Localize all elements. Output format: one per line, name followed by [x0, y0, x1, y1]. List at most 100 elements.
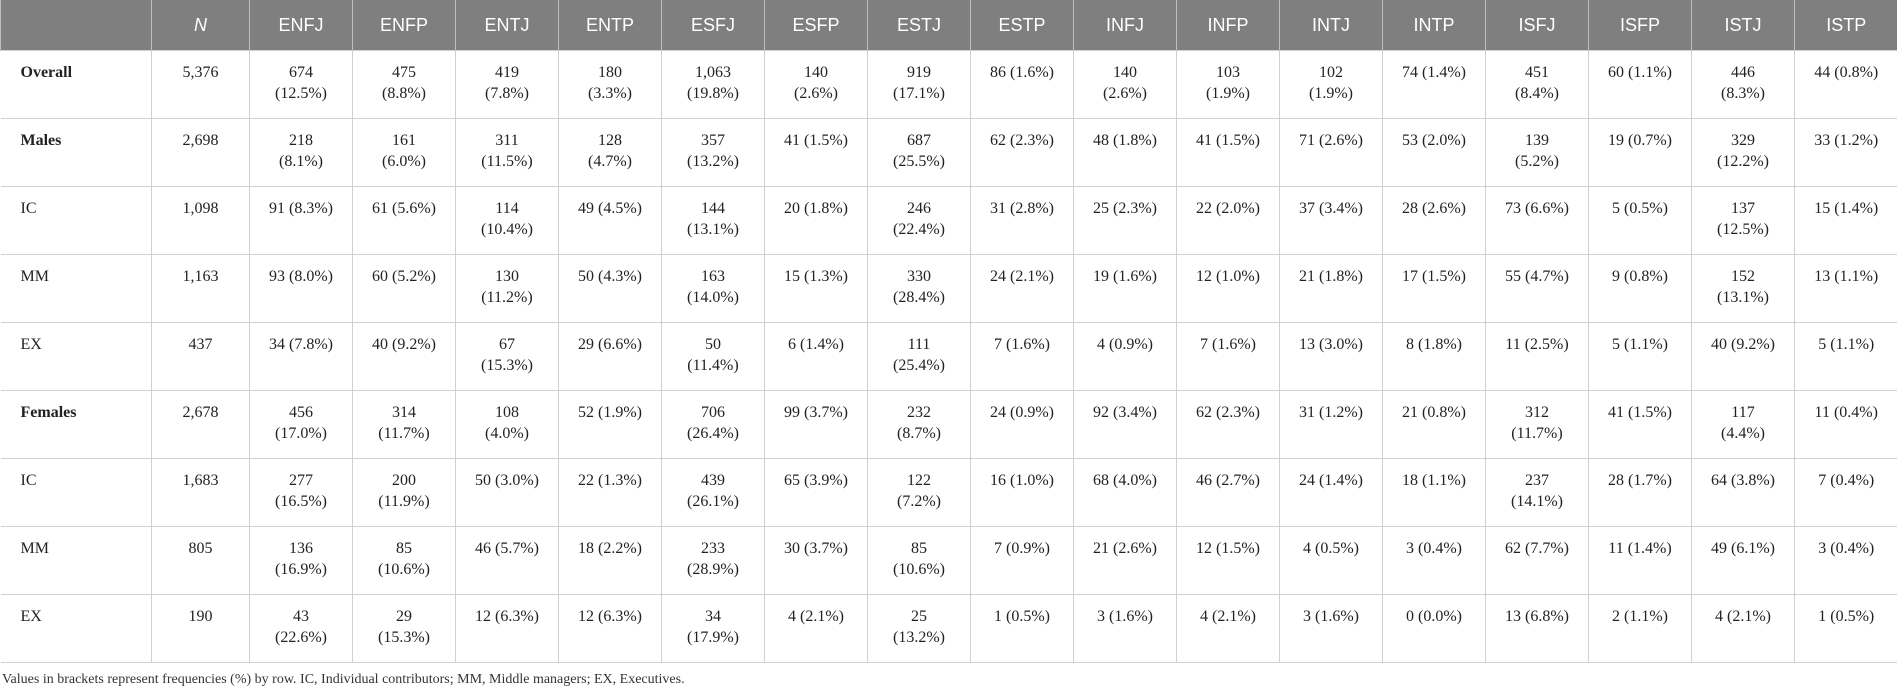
table-cell: 1,683: [151, 458, 250, 527]
table-cell: 21 (0.8%): [1382, 390, 1486, 459]
table-cell: 62 (7.7%): [1485, 526, 1589, 595]
table-cell: 5,376: [151, 50, 250, 119]
table-cell: 64 (3.8%): [1691, 458, 1795, 527]
table-cell: 73 (6.6%): [1485, 186, 1589, 255]
table-cell: 330 (28.4%): [867, 254, 971, 323]
table-cell: 122 (7.2%): [867, 458, 971, 527]
table-cell: 277 (16.5%): [249, 458, 353, 527]
table-cell: 18 (1.1%): [1382, 458, 1486, 527]
table-cell: 4 (2.1%): [1691, 594, 1795, 663]
table-cell: 9 (0.8%): [1588, 254, 1692, 323]
column-header: INFJ: [1073, 0, 1177, 51]
table-cell: 7 (0.4%): [1794, 458, 1897, 527]
table-cell: 805: [151, 526, 250, 595]
table-cell: 357 (13.2%): [661, 118, 765, 187]
table-cell: 46 (2.7%): [1176, 458, 1280, 527]
table-cell: 60 (5.2%): [352, 254, 456, 323]
table-cell: 117 (4.4%): [1691, 390, 1795, 459]
table-cell: 446 (8.3%): [1691, 50, 1795, 119]
table-cell: 37 (3.4%): [1279, 186, 1383, 255]
table-cell: 30 (3.7%): [764, 526, 868, 595]
table-cell: 233 (28.9%): [661, 526, 765, 595]
table-cell: 237 (14.1%): [1485, 458, 1589, 527]
table-cell: 62 (2.3%): [970, 118, 1074, 187]
table-cell: 4 (0.9%): [1073, 322, 1177, 391]
table-row: Males 2,698 218 (8.1%) 161 (6.0%) 311 (11.5%…: [0, 118, 1897, 187]
table-cell: 102 (1.9%): [1279, 50, 1383, 119]
table-cell: 52 (1.9%): [558, 390, 662, 459]
table-cell: 29 (15.3%): [352, 594, 456, 663]
table-cell: 13 (3.0%): [1279, 322, 1383, 391]
corner-cell: [0, 0, 152, 51]
table-cell: 25 (2.3%): [1073, 186, 1177, 255]
table-cell: 20 (1.8%): [764, 186, 868, 255]
table-cell: 65 (3.9%): [764, 458, 868, 527]
table-cell: 311 (11.5%): [455, 118, 559, 187]
table-row: EX 437 34 (7.8%) 40 (9.2%) 67 (15.3%) 29 (6.6…: [0, 322, 1897, 391]
table-cell: 60 (1.1%): [1588, 50, 1692, 119]
table-cell: 136 (16.9%): [249, 526, 353, 595]
table-cell: 152 (13.1%): [1691, 254, 1795, 323]
table-cell: 314 (11.7%): [352, 390, 456, 459]
table-cell: 2 (1.1%): [1588, 594, 1692, 663]
table-cell: 68 (4.0%): [1073, 458, 1177, 527]
table-cell: 140 (2.6%): [764, 50, 868, 119]
table-cell: 74 (1.4%): [1382, 50, 1486, 119]
row-label: MM: [0, 254, 152, 323]
table-cell: 91 (8.3%): [249, 186, 353, 255]
table-cell: 163 (14.0%): [661, 254, 765, 323]
table-cell: 12 (6.3%): [455, 594, 559, 663]
column-header: ESFP: [764, 0, 868, 51]
table-cell: 128 (4.7%): [558, 118, 662, 187]
table-cell: 50 (4.3%): [558, 254, 662, 323]
table-cell: 312 (11.7%): [1485, 390, 1589, 459]
table-row: Females 2,678 456 (17.0%) 314 (11.7%) 108 (4…: [0, 390, 1897, 459]
table-cell: 24 (1.4%): [1279, 458, 1383, 527]
column-header: ENFJ: [249, 0, 353, 51]
table-cell: 31 (2.8%): [970, 186, 1074, 255]
table-cell: 85 (10.6%): [867, 526, 971, 595]
table-cell: 103 (1.9%): [1176, 50, 1280, 119]
table-cell: 4 (0.5%): [1279, 526, 1383, 595]
row-label: IC: [0, 186, 152, 255]
table-cell: 48 (1.8%): [1073, 118, 1177, 187]
table-cell: 437: [151, 322, 250, 391]
table-cell: 71 (2.6%): [1279, 118, 1383, 187]
table-cell: 1,098: [151, 186, 250, 255]
table-cell: 1,063 (19.8%): [661, 50, 765, 119]
table-cell: 50 (11.4%): [661, 322, 765, 391]
column-header: ISTP: [1794, 0, 1897, 51]
table-cell: 29 (6.6%): [558, 322, 662, 391]
table-cell: 674 (12.5%): [249, 50, 353, 119]
table-cell: 24 (2.1%): [970, 254, 1074, 323]
table-cell: 67 (15.3%): [455, 322, 559, 391]
table-cell: 419 (7.8%): [455, 50, 559, 119]
table-cell: 706 (26.4%): [661, 390, 765, 459]
table-cell: 7 (0.9%): [970, 526, 1074, 595]
table-cell: 41 (1.5%): [764, 118, 868, 187]
table-cell: 218 (8.1%): [249, 118, 353, 187]
table-cell: 7 (1.6%): [970, 322, 1074, 391]
table-cell: 85 (10.6%): [352, 526, 456, 595]
table-cell: 44 (0.8%): [1794, 50, 1897, 119]
table-cell: 456 (17.0%): [249, 390, 353, 459]
mbti-table: N ENFJ ENFP ENTJ ENTP ESFJ ESFP ESTJ ESTP INFJ INF…: [0, 0, 1897, 663]
table-cell: 34 (17.9%): [661, 594, 765, 663]
table-cell: 5 (1.1%): [1588, 322, 1692, 391]
table-cell: 11 (2.5%): [1485, 322, 1589, 391]
table-cell: 25 (13.2%): [867, 594, 971, 663]
table-cell: 687 (25.5%): [867, 118, 971, 187]
column-header: INTJ: [1279, 0, 1383, 51]
table-cell: 55 (4.7%): [1485, 254, 1589, 323]
table-row: IC 1,098 91 (8.3%) 61 (5.6%) 114 (10.4%) 49 (…: [0, 186, 1897, 255]
table-cell: 108 (4.0%): [455, 390, 559, 459]
column-header: ISFJ: [1485, 0, 1589, 51]
table-cell: 22 (2.0%): [1176, 186, 1280, 255]
table-cell: 3 (0.4%): [1794, 526, 1897, 595]
table-cell: 31 (1.2%): [1279, 390, 1383, 459]
table-cell: 13 (1.1%): [1794, 254, 1897, 323]
table-cell: 7 (1.6%): [1176, 322, 1280, 391]
table-cell: 190: [151, 594, 250, 663]
table-cell: 17 (1.5%): [1382, 254, 1486, 323]
table-cell: 12 (6.3%): [558, 594, 662, 663]
